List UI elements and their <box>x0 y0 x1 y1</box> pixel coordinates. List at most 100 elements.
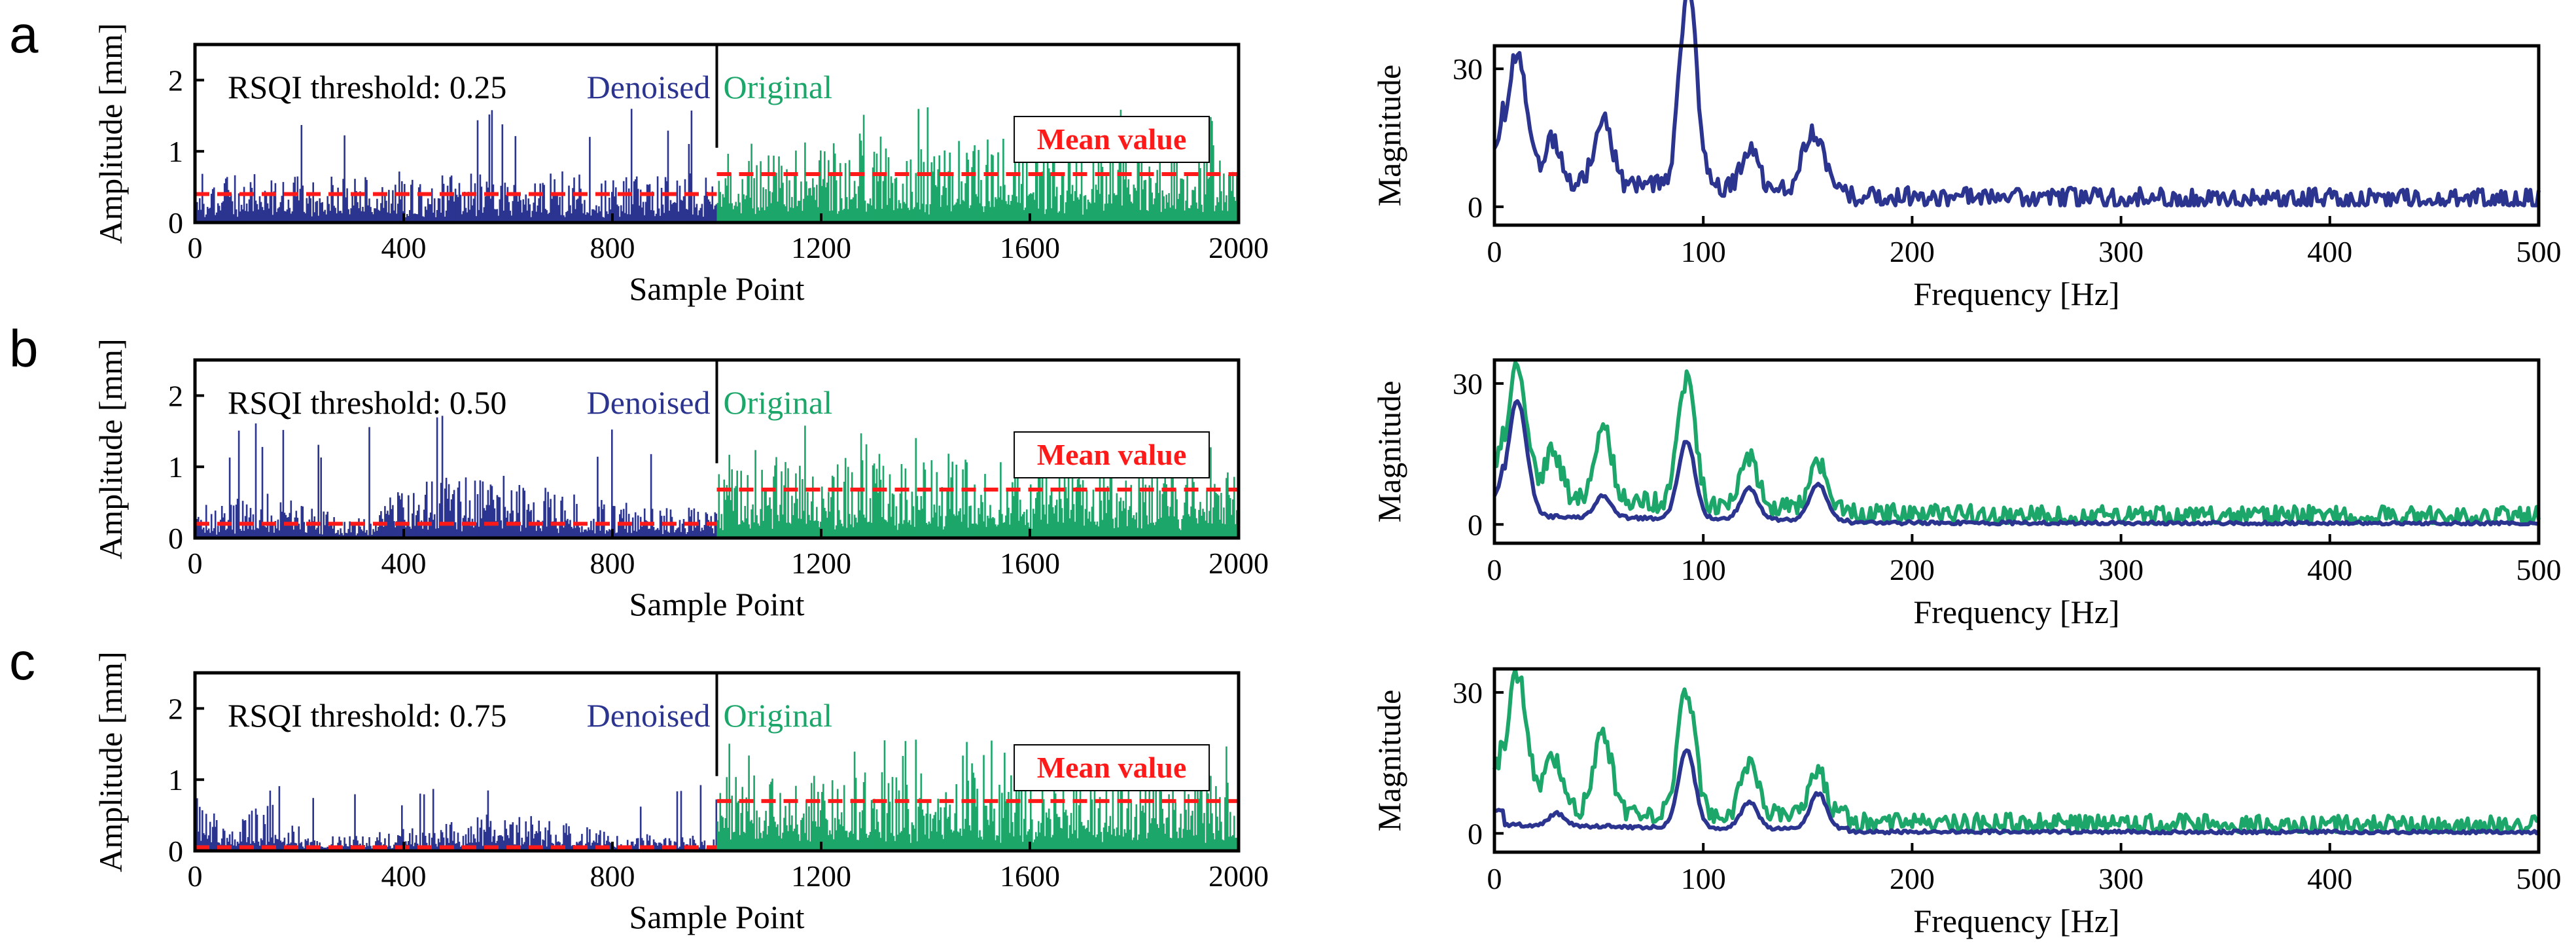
bar <box>1218 831 1220 851</box>
bar <box>1232 499 1234 538</box>
bar <box>1205 842 1207 851</box>
bar <box>1161 493 1163 538</box>
bar <box>552 194 554 223</box>
bar <box>556 193 558 223</box>
bar <box>425 481 428 538</box>
bar <box>332 185 334 223</box>
bar <box>476 817 479 851</box>
bar <box>988 825 990 851</box>
legend-original: Original <box>724 697 833 734</box>
bar <box>226 528 228 538</box>
bar <box>955 202 957 223</box>
bar <box>963 829 965 851</box>
bar <box>227 190 230 223</box>
bar <box>1163 196 1165 223</box>
bar <box>634 512 637 538</box>
bar <box>802 479 803 538</box>
bar <box>1214 484 1216 538</box>
bar <box>765 490 767 538</box>
bar <box>643 215 646 223</box>
bar <box>467 192 470 223</box>
bar <box>355 190 357 223</box>
bar <box>639 189 642 223</box>
bar <box>921 809 924 851</box>
y-axis-label: Amplitude [mm] <box>92 23 129 243</box>
bar <box>664 177 667 223</box>
bar <box>744 199 746 223</box>
bar <box>946 490 948 538</box>
bar <box>754 450 756 538</box>
x-tick-label: 200 <box>1890 235 1935 268</box>
bar <box>1174 802 1176 851</box>
bar <box>655 843 658 851</box>
bar <box>1229 498 1231 538</box>
bar <box>1212 145 1214 223</box>
bar <box>388 833 390 851</box>
bar <box>499 199 501 223</box>
bar <box>1181 178 1183 223</box>
bar <box>750 143 752 223</box>
bar <box>957 198 959 223</box>
bar <box>898 200 900 223</box>
bar <box>993 808 995 851</box>
bar <box>1125 153 1127 223</box>
bar <box>879 136 882 223</box>
bar <box>1012 821 1014 851</box>
bar <box>244 211 247 223</box>
bar <box>393 210 395 223</box>
bar <box>1035 497 1037 538</box>
bar <box>555 834 557 851</box>
bar <box>359 191 361 223</box>
x-tick-label: 400 <box>2307 235 2352 268</box>
bar <box>1121 789 1123 851</box>
bar <box>1080 505 1083 538</box>
bar <box>551 522 553 538</box>
bar <box>461 531 463 538</box>
bar <box>248 517 251 538</box>
bar <box>551 198 553 223</box>
bar <box>332 528 334 538</box>
bar <box>1053 513 1055 538</box>
bar <box>1091 188 1093 223</box>
bar <box>766 505 768 538</box>
bar <box>890 516 892 538</box>
bar <box>852 527 855 538</box>
bar <box>489 484 492 538</box>
bar <box>1041 772 1044 851</box>
bar <box>1207 179 1209 223</box>
bar <box>277 208 279 223</box>
bar <box>313 212 315 223</box>
bar <box>366 179 368 223</box>
bar <box>756 810 758 851</box>
bar <box>656 176 659 223</box>
bar <box>219 520 222 538</box>
bar <box>200 520 202 538</box>
bar <box>1039 832 1041 851</box>
bar <box>929 204 932 223</box>
bar <box>1163 823 1165 851</box>
bar <box>533 838 535 851</box>
bar <box>410 185 412 223</box>
bar <box>1057 212 1059 223</box>
bar <box>932 171 934 223</box>
bar <box>349 521 351 538</box>
bar <box>537 206 538 223</box>
bar <box>622 518 624 538</box>
bar <box>698 847 701 851</box>
bar <box>455 843 458 851</box>
bar <box>346 188 348 223</box>
bar <box>908 520 911 538</box>
bar <box>316 200 318 223</box>
bar <box>1224 202 1226 223</box>
bar <box>938 155 940 223</box>
bar <box>601 183 603 223</box>
bar <box>1198 139 1200 223</box>
bar <box>364 532 366 538</box>
bar <box>483 207 485 223</box>
bar <box>769 497 771 538</box>
bar <box>822 498 824 538</box>
bar <box>702 845 705 851</box>
bar <box>1229 812 1231 851</box>
bar <box>997 835 999 851</box>
bar <box>1211 120 1213 223</box>
